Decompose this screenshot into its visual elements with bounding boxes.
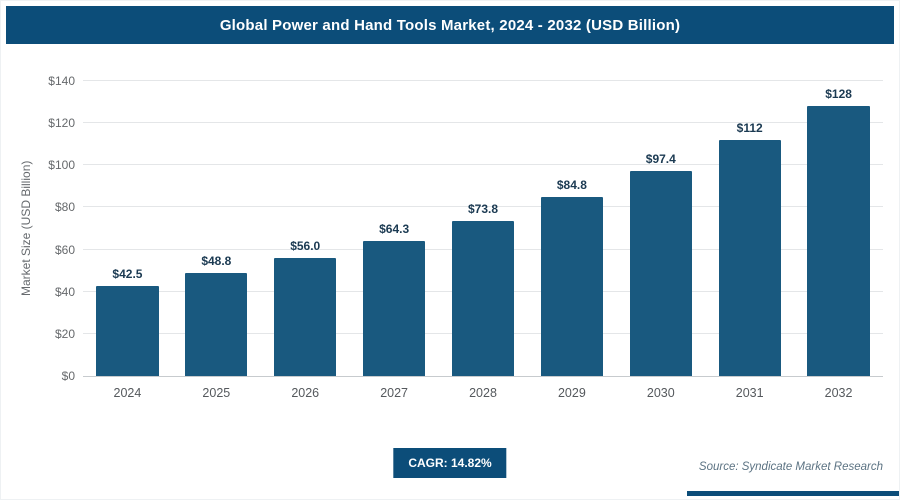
y-tick-label: $20	[54, 326, 75, 341]
x-tick-label: 2026	[291, 386, 320, 400]
bar	[96, 286, 159, 376]
source-text: Source: Syndicate Market Research	[698, 461, 883, 473]
bars-row: $42.5 $48.8 $56.0 $64.3 $73.8 $84.8 $97.4 $112 $…	[83, 81, 883, 376]
bar-slot: $42.5	[83, 81, 172, 376]
y-tick-label: $40	[54, 284, 75, 299]
y-tick-label: $120	[48, 116, 75, 131]
bar-value-label: $128	[825, 87, 852, 102]
gridline	[83, 206, 883, 208]
x-tick-label: 2024	[113, 386, 142, 400]
gridline	[83, 80, 883, 81]
bar	[807, 106, 870, 376]
bar-value-label: $84.8	[556, 178, 587, 193]
x-tick-label: 2025	[202, 386, 231, 400]
page-title: Global Power and Hand Tools Market, 2024…	[219, 16, 681, 34]
bar-slot: $97.4	[616, 81, 705, 376]
x-tick-label: 2027	[380, 386, 409, 400]
bar-value-label: $48.8	[201, 254, 232, 269]
x-tick-label: 2032	[824, 386, 853, 400]
y-tick-label: $60	[54, 242, 75, 257]
x-tick-label: 2031	[735, 386, 764, 400]
bar	[540, 197, 603, 376]
y-tick-label: $100	[48, 158, 75, 173]
bar-slot: $73.8	[439, 81, 528, 376]
x-tick-label: 2029	[557, 386, 586, 400]
bar-slot: $128	[794, 81, 883, 376]
bar-value-label: $42.5	[112, 267, 143, 282]
bar-value-label: $73.8	[467, 201, 499, 216]
bar-slot: $56.0	[261, 81, 350, 376]
bar-slot: $84.8	[527, 81, 616, 376]
bar-slot: $112	[705, 81, 794, 376]
bar	[274, 258, 337, 376]
bar-value-label: $112	[736, 121, 763, 135]
bar-slot: $64.3	[350, 81, 439, 376]
bar	[629, 170, 692, 376]
y-axis-labels: $0 $20 $40 $60 $80 $100 $120 $140	[37, 74, 83, 383]
bar-value-label: $97.4	[645, 151, 676, 166]
x-tick-label: 2030	[646, 386, 675, 400]
x-labels: 2024 2025 2026 2027 2028 2029 2030 2031 2032	[83, 386, 883, 400]
bar-slot: $48.8	[172, 81, 261, 376]
plot-wrap: $42.5 $48.8 $56.0 $64.3 $73.8 $84.8 $97.4 $112 $…	[83, 80, 883, 400]
y-tick-label: $80	[54, 200, 75, 215]
cagr-badge: CAGR: 14.82%	[393, 448, 507, 478]
bottom-accent-bar	[687, 491, 899, 496]
gridline	[83, 122, 883, 124]
gridline	[83, 164, 883, 166]
bar	[451, 220, 515, 376]
y-tick-label: $140	[48, 74, 75, 88]
bar	[363, 240, 426, 376]
bar-chart: Market Size (USD Billion) $0 $20 $40 $60 $80…	[15, 74, 883, 411]
y-tick-label: $0	[61, 369, 75, 383]
x-tick-label: 2028	[469, 386, 497, 400]
bar-value-label: $64.3	[379, 221, 410, 236]
bar-value-label: $56.0	[290, 239, 321, 253]
bar	[185, 273, 248, 376]
y-axis-title: Market Size (USD Billion)	[19, 160, 33, 297]
bar	[718, 140, 781, 376]
title-bar: Global Power and Hand Tools Market, 2024…	[6, 6, 894, 44]
plot-area: $42.5 $48.8 $56.0 $64.3 $73.8 $84.8 $97.4 $112 $…	[83, 80, 883, 377]
